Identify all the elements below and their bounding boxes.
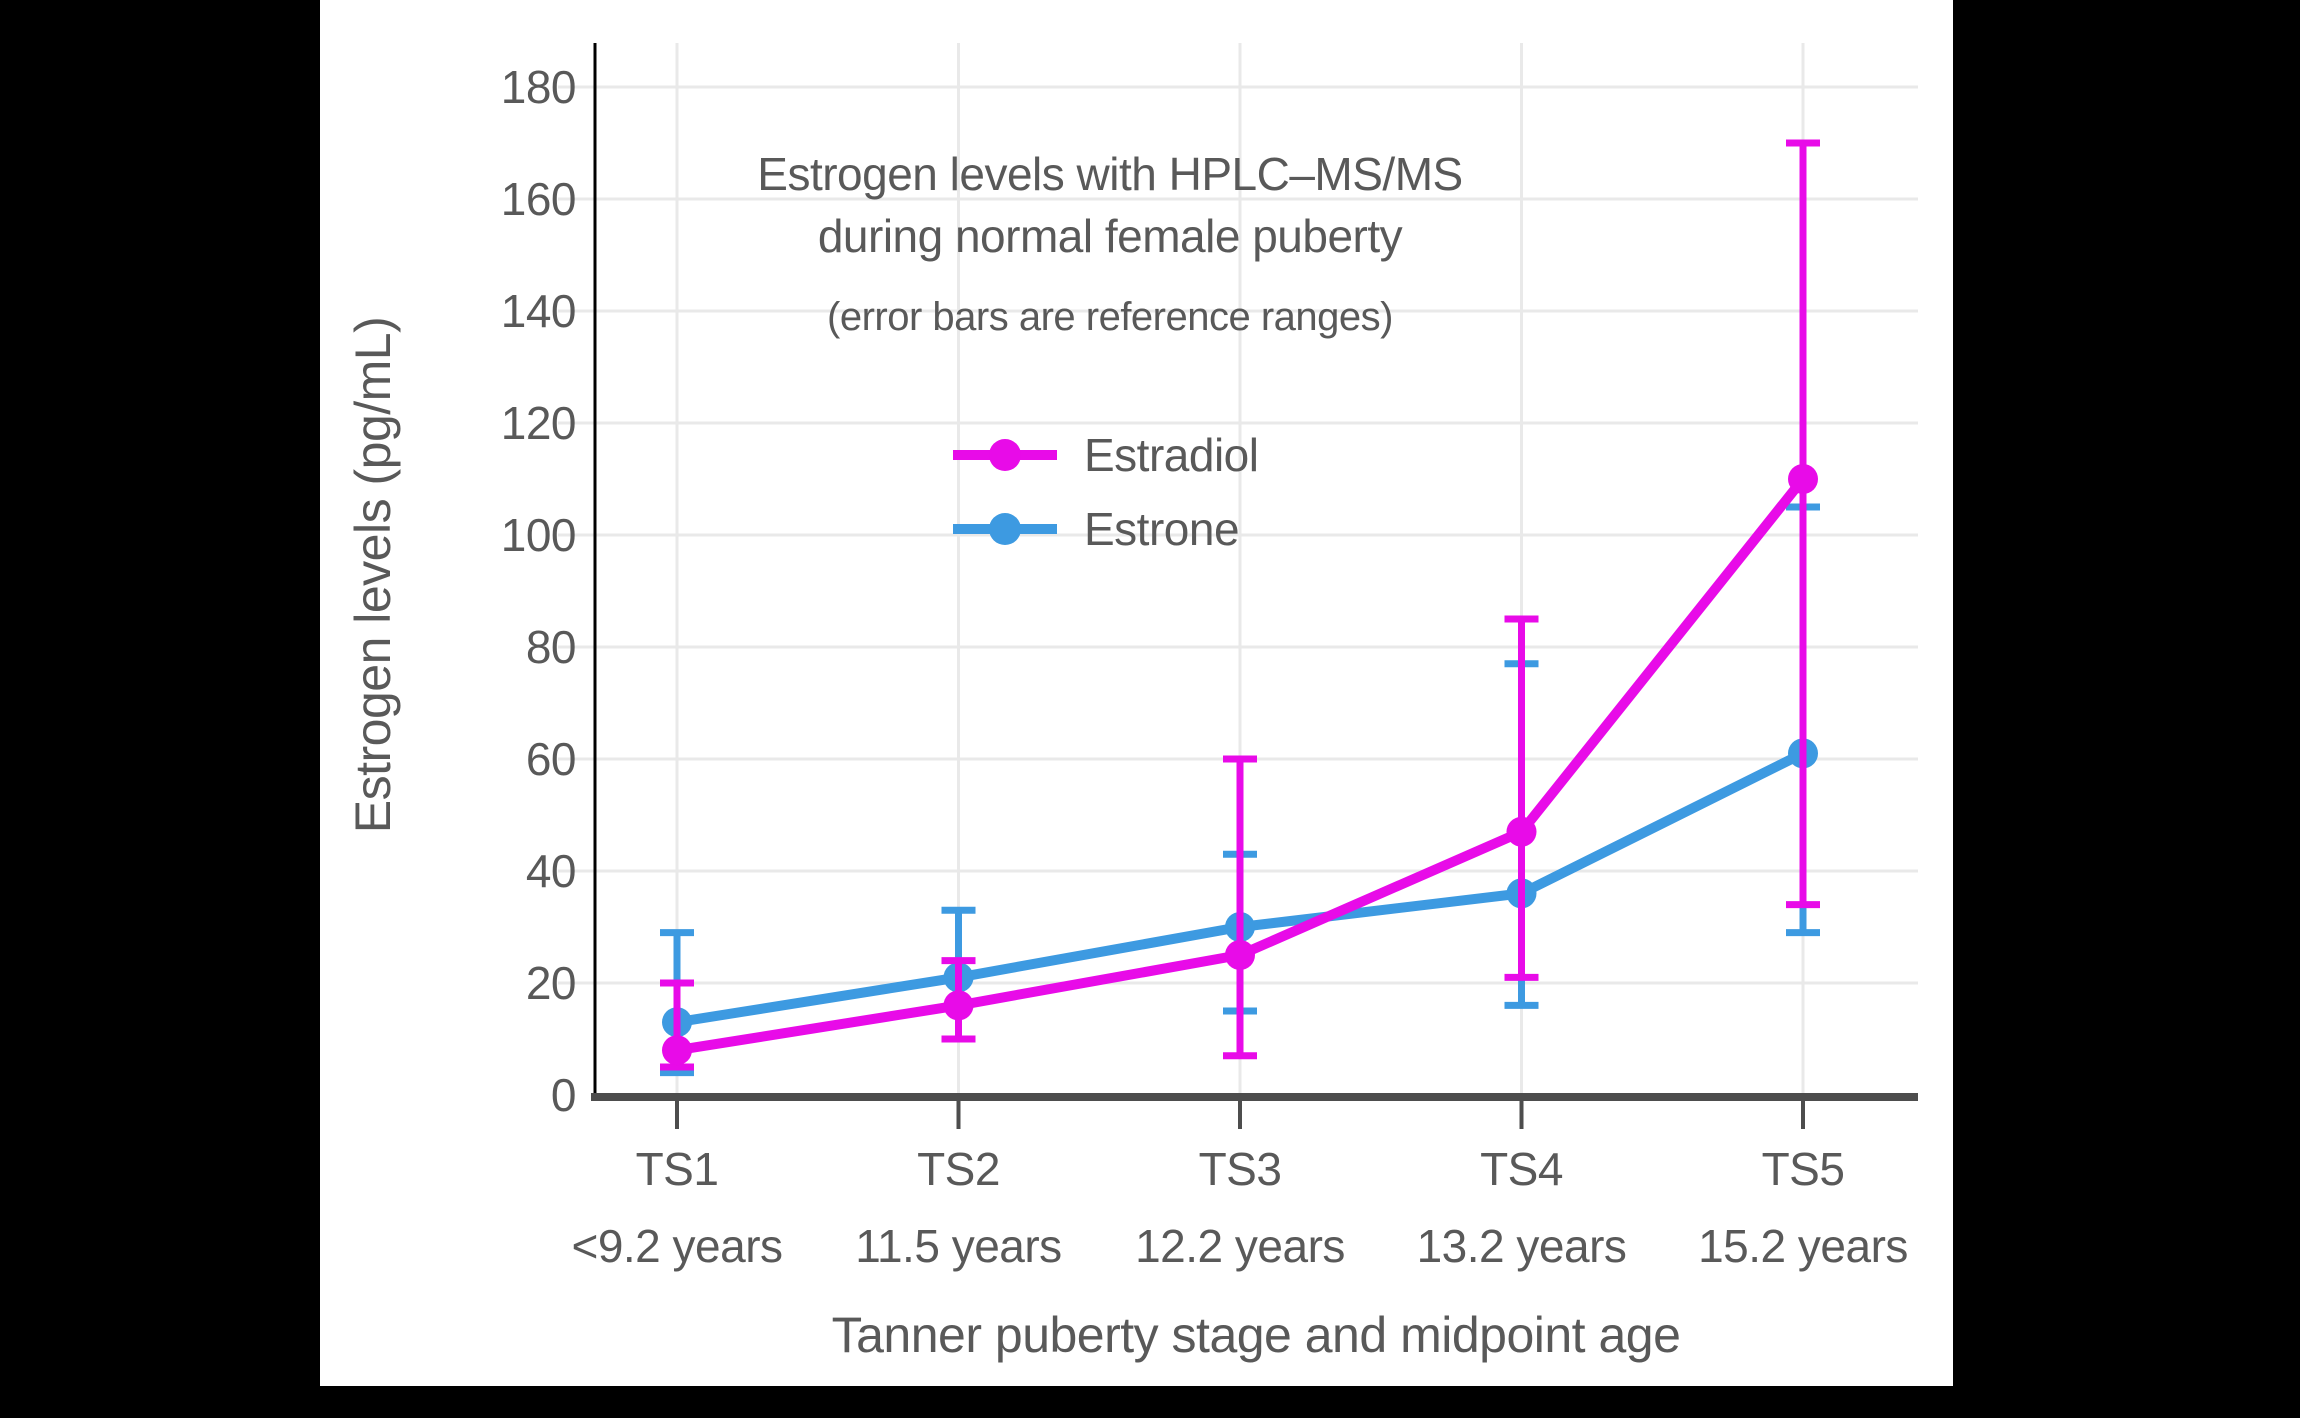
y-tick-label: 120 xyxy=(501,397,576,449)
legend-label-estradiol: Estradiol xyxy=(1084,429,1258,481)
axes xyxy=(591,43,1918,1129)
y-tick-labels: 0 20 40 60 80 100 120 140 160 180 xyxy=(501,61,577,1121)
y-tick-label: 20 xyxy=(526,957,576,1009)
legend-swatch-dot-estradiol xyxy=(989,439,1021,471)
legend-swatch-dot-estrone xyxy=(989,513,1021,545)
y-tick-label: 180 xyxy=(501,61,576,113)
chart-canvas: 0 20 40 60 80 100 120 140 160 180 TS1 <9.2 years TS… xyxy=(320,0,1953,1386)
x-tick-label-age: <9.2 years xyxy=(571,1220,782,1272)
data-point xyxy=(1506,816,1537,847)
data-point xyxy=(943,990,974,1021)
x-tick-label-age: 12.2 years xyxy=(1135,1220,1345,1272)
data-point xyxy=(1788,464,1818,494)
x-tick-label-stage: TS4 xyxy=(1480,1143,1563,1195)
chart-title: Estrogen levels with HPLC–MS/MS during n… xyxy=(757,148,1463,339)
y-axis-title: Estrogen levels (pg/mL) xyxy=(345,317,401,834)
x-axis-title: Tanner puberty stage and midpoint age xyxy=(832,1307,1681,1363)
x-tick-label-age: 13.2 years xyxy=(1417,1220,1627,1272)
chart-subtitle: (error bars are reference ranges) xyxy=(827,295,1393,339)
data-series xyxy=(660,139,1820,1077)
y-tick-label: 0 xyxy=(551,1069,576,1121)
x-tick-label-stage: TS5 xyxy=(1762,1143,1845,1195)
x-tick-label-stage: TS3 xyxy=(1199,1143,1282,1195)
data-point xyxy=(662,1035,692,1066)
title-line-1: Estrogen levels with HPLC–MS/MS xyxy=(757,148,1462,200)
legend-item-estrone: Estrone xyxy=(953,503,1240,555)
y-tick-label: 40 xyxy=(526,845,576,897)
legend-label-estrone: Estrone xyxy=(1084,503,1239,555)
x-tick-label-age: 15.2 years xyxy=(1698,1220,1908,1272)
y-tick-label: 100 xyxy=(501,509,576,561)
y-tick-label: 60 xyxy=(526,733,576,785)
x-tick-label-stage: TS2 xyxy=(917,1143,1000,1195)
legend-item-estradiol: Estradiol xyxy=(953,429,1259,481)
y-tick-label: 160 xyxy=(501,173,576,225)
series-estradiol xyxy=(660,139,1820,1071)
legend: Estradiol Estrone xyxy=(953,429,1259,555)
title-line-2: during normal female puberty xyxy=(818,210,1403,262)
x-tick-labels: TS1 <9.2 years TS2 11.5 years TS3 12.2 years T… xyxy=(571,1143,1908,1272)
x-tick-label-age: 11.5 years xyxy=(855,1220,1061,1272)
x-tick-label-stage: TS1 xyxy=(636,1143,719,1195)
data-point xyxy=(1225,940,1255,970)
y-tick-label: 80 xyxy=(526,621,576,673)
y-tick-label: 140 xyxy=(501,285,576,337)
